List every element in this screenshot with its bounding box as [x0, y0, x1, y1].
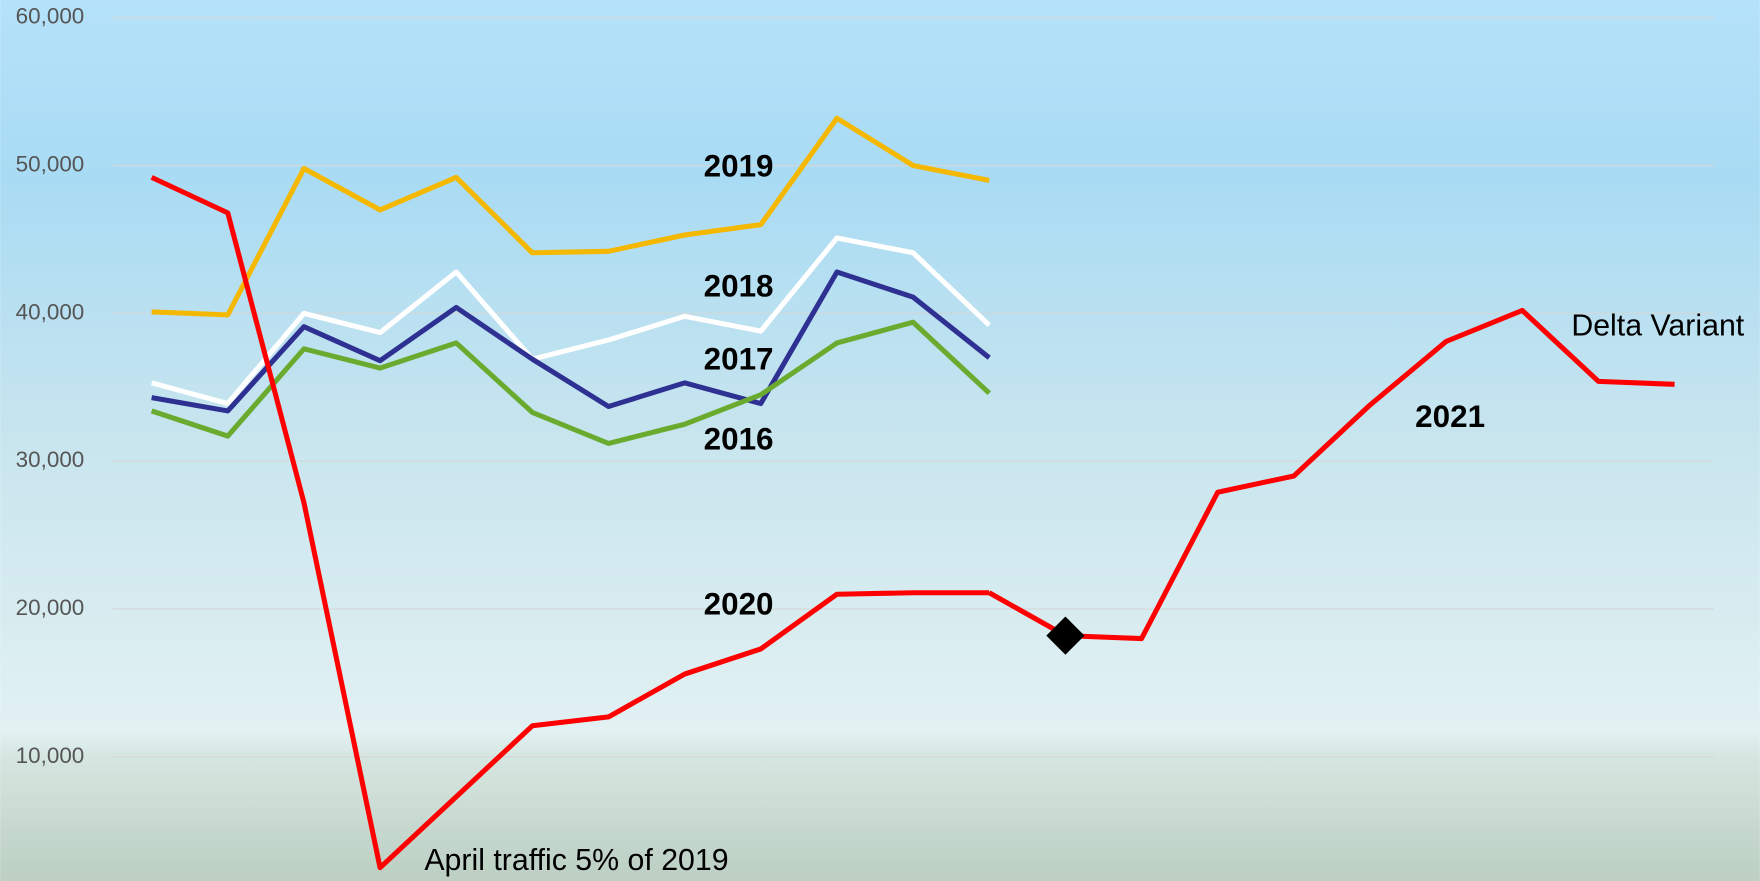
y-tick-label: 40,000	[16, 299, 85, 324]
y-tick-label: 60,000	[16, 4, 85, 29]
series-label: 2020	[704, 586, 774, 621]
y-tick-label: 30,000	[16, 447, 85, 472]
series-label: 2018	[704, 269, 774, 304]
series-label: 2021	[1415, 399, 1485, 434]
y-tick-label: 50,000	[16, 151, 85, 176]
series-label: 2017	[704, 342, 774, 377]
series-line	[151, 115, 990, 318]
series-line	[150, 175, 990, 871]
y-tick-label: 20,000	[16, 595, 85, 620]
series-line	[150, 319, 991, 446]
series-label: 2019	[704, 149, 774, 184]
annotation: Delta Variant	[1571, 310, 1744, 343]
annotation: April traffic 5% of 2019	[424, 844, 728, 877]
series-label: 2016	[704, 421, 774, 456]
series-line	[988, 307, 1675, 642]
y-tick-label: 10,000	[16, 743, 85, 768]
series-line	[151, 269, 991, 414]
series-line	[150, 235, 991, 407]
